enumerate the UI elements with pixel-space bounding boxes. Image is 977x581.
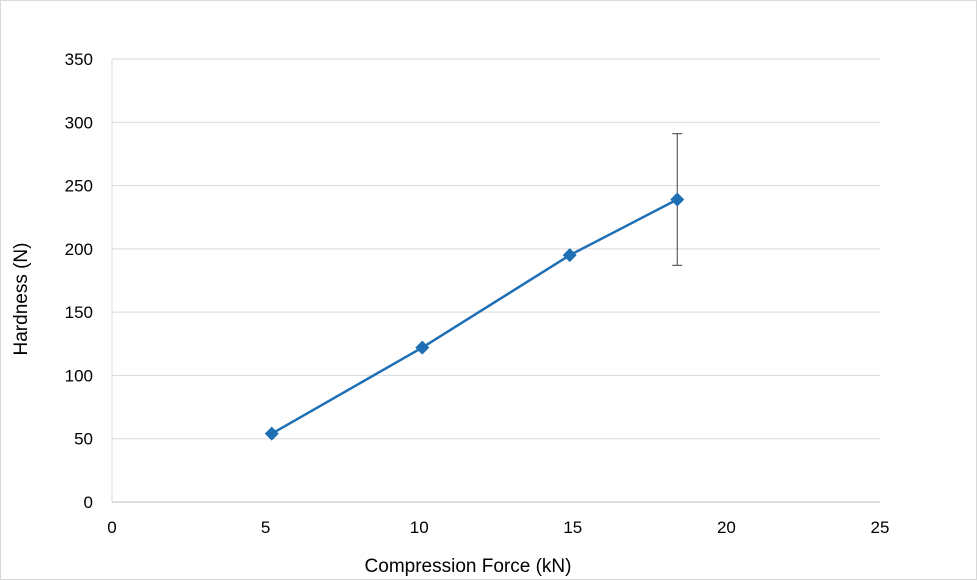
x-tick-label-15: 15 xyxy=(563,518,582,537)
data-point-0 xyxy=(264,426,279,441)
y-tick-label-0: 0 xyxy=(84,493,93,512)
y-axis-label: Hardness (N) xyxy=(11,243,32,356)
data-point-2 xyxy=(562,248,577,263)
y-tick-label-100: 100 xyxy=(65,366,93,385)
x-tick-labels: 0 5 10 15 20 25 xyxy=(107,518,889,537)
gridlines xyxy=(112,58,880,440)
y-tick-label-350: 350 xyxy=(65,50,93,69)
y-tick-label-200: 200 xyxy=(65,240,93,259)
y-tick-label-150: 150 xyxy=(65,303,93,322)
axes xyxy=(111,59,880,503)
x-tick-label-10: 10 xyxy=(410,518,429,537)
data-point-1 xyxy=(415,340,430,355)
x-tick-label-25: 25 xyxy=(871,518,890,537)
data-point-3 xyxy=(670,192,685,207)
y-tick-label-50: 50 xyxy=(74,430,93,449)
y-tick-label-300: 300 xyxy=(65,113,93,132)
x-axis-label: Compression Force (kN) xyxy=(365,556,572,577)
series-line-0 xyxy=(271,198,678,435)
x-tick-label-5: 5 xyxy=(261,518,270,537)
y-tick-labels: 0 50 100 150 200 250 300 350 xyxy=(65,50,93,512)
y-tick-label-250: 250 xyxy=(65,177,93,196)
series xyxy=(264,192,685,441)
x-tick-label-0: 0 xyxy=(107,518,116,537)
x-tick-label-20: 20 xyxy=(717,518,736,537)
